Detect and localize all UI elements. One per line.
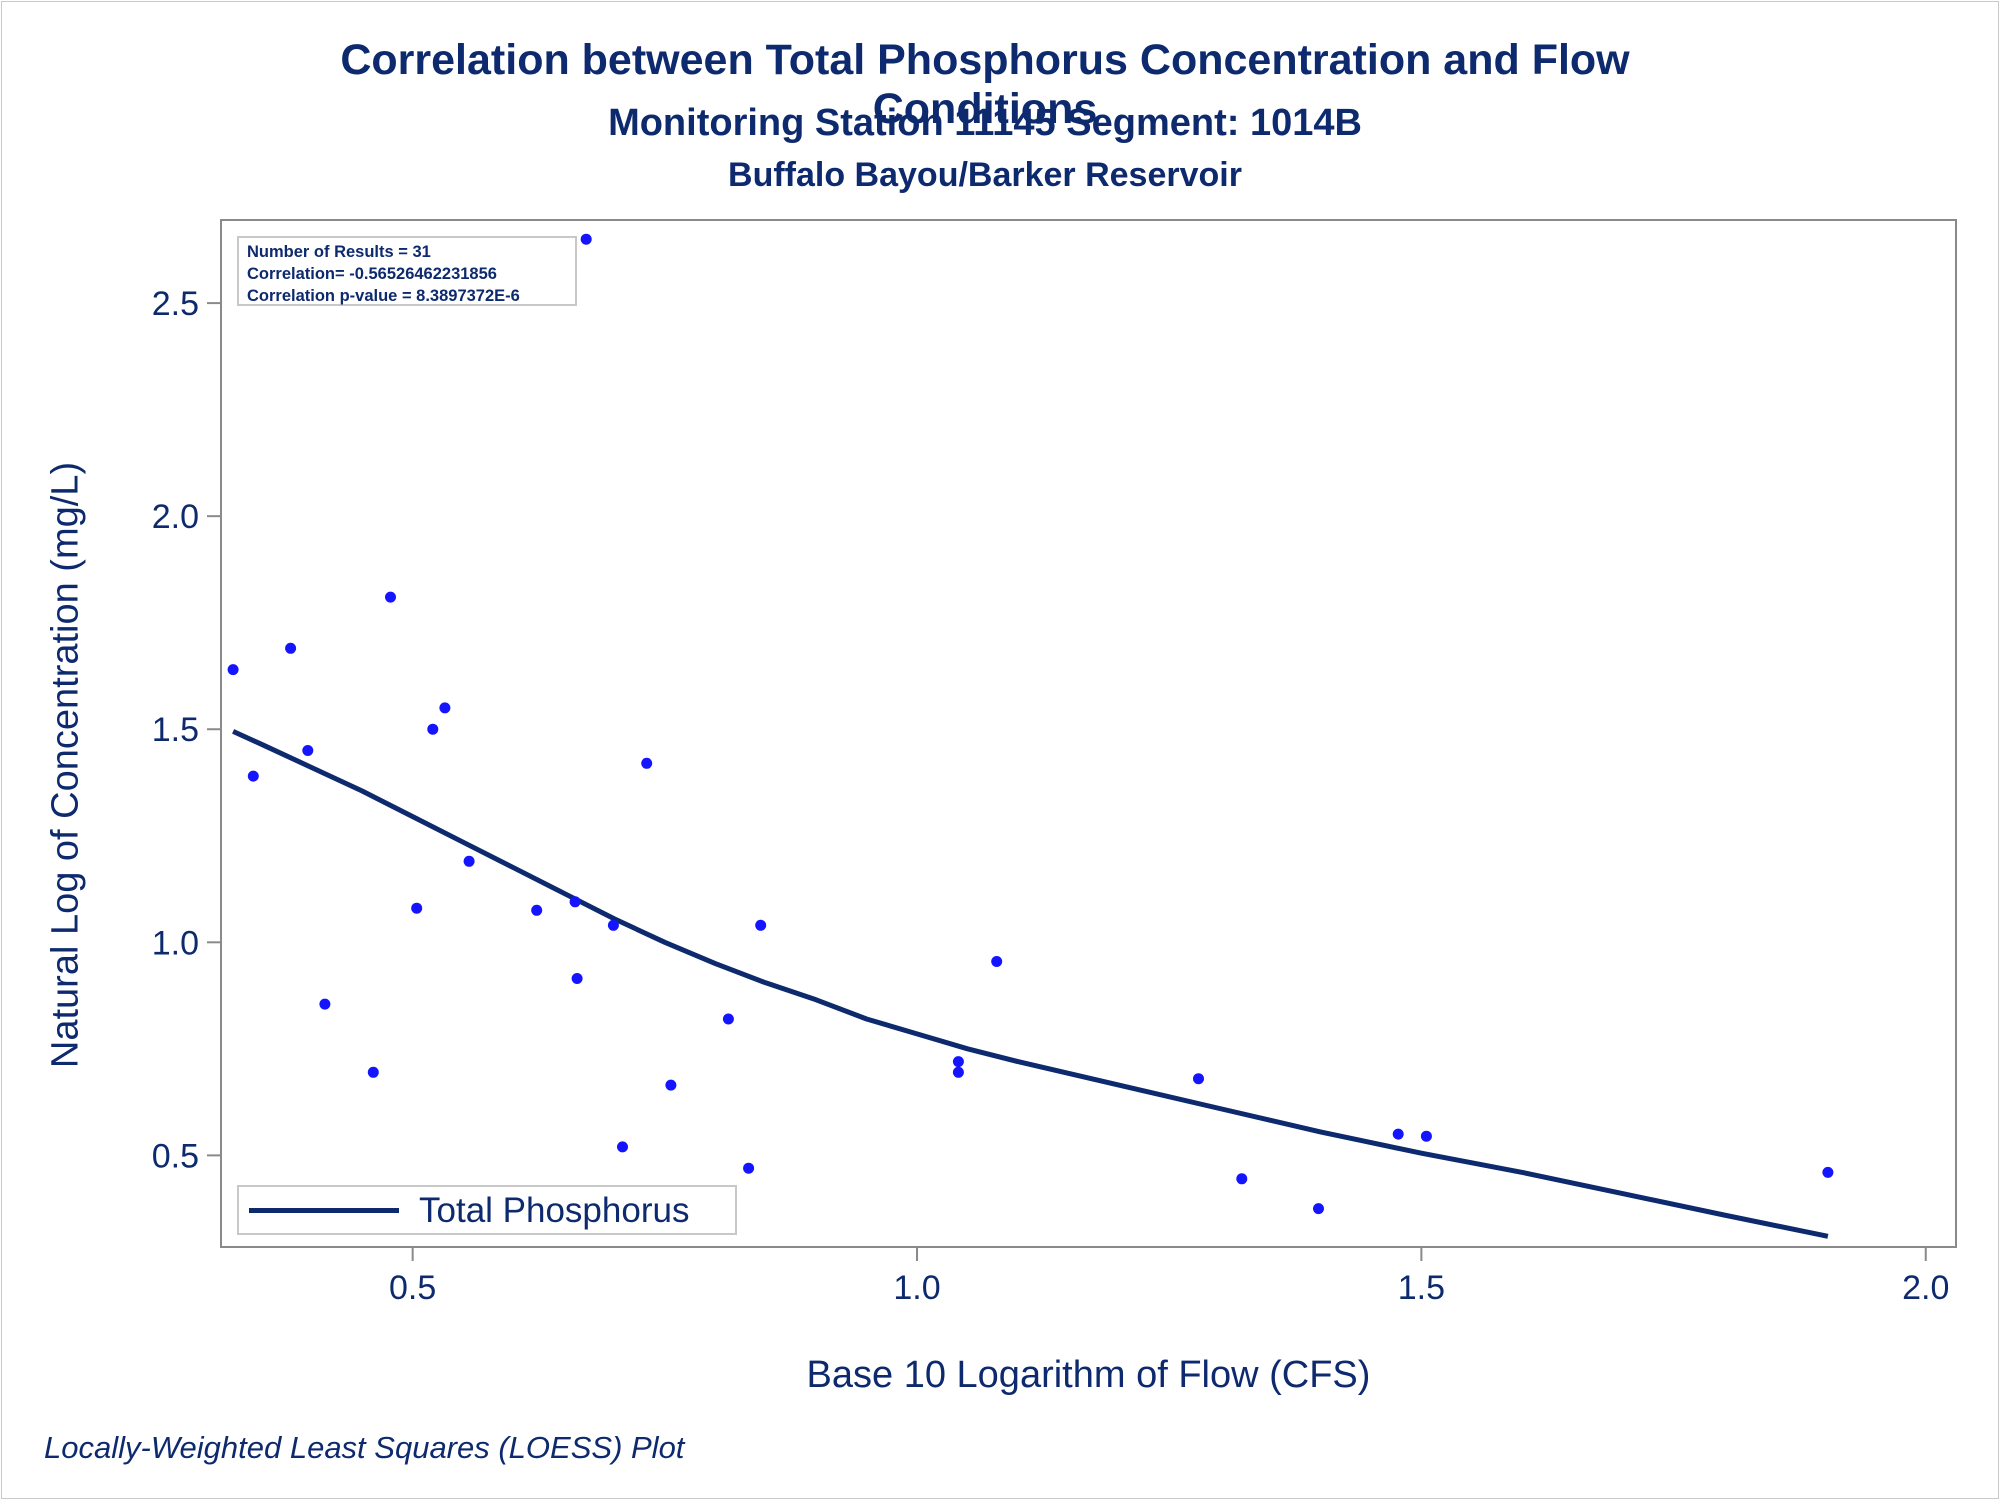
- data-point: [1822, 1166, 1834, 1178]
- chart-subtitle-location: Buffalo Bayou/Barker Reservoir: [728, 156, 1242, 194]
- legend-line-swatch: [249, 1208, 399, 1213]
- y-tick-label: 0.5: [152, 1137, 199, 1175]
- loess-line: [232, 729, 1829, 1239]
- plot-area-border: [220, 219, 1957, 1248]
- y-tick-label: 1.5: [152, 711, 199, 749]
- x-tick-label: 0.5: [389, 1269, 436, 1307]
- y-tick-label: 2.5: [152, 285, 199, 323]
- data-point: [952, 1066, 964, 1078]
- data-point: [385, 591, 396, 603]
- data-point: [1420, 1130, 1432, 1142]
- data-point: [952, 1056, 964, 1068]
- legend-label: Total Phosphorus: [419, 1191, 690, 1230]
- data-point: [227, 664, 239, 676]
- stats-pvalue: Correlation p-value = 8.3897372E-6: [247, 287, 520, 305]
- x-tick-label: 1.5: [1398, 1269, 1445, 1307]
- y-tick-label: 1.0: [152, 924, 199, 962]
- footnote: Locally-Weighted Least Squares (LOESS) P…: [44, 1430, 685, 1465]
- data-point: [285, 642, 297, 654]
- data-point: [411, 902, 423, 914]
- data-point: [755, 919, 767, 931]
- stats-correlation: Correlation= -0.56526462231856: [247, 265, 497, 283]
- data-point: [722, 1013, 734, 1025]
- data-point: [439, 702, 451, 714]
- data-point: [367, 1066, 379, 1078]
- x-tick-label: 2.0: [1902, 1269, 1949, 1307]
- data-point: [531, 904, 543, 916]
- x-tick-label: 1.0: [893, 1269, 940, 1307]
- data-point: [743, 1162, 755, 1174]
- data-point: [1236, 1173, 1248, 1185]
- data-point: [569, 896, 581, 908]
- data-point: [641, 757, 653, 769]
- data-point: [617, 1141, 628, 1153]
- y-axis-label: Natural Log of Concentration (mg/L): [44, 461, 87, 1069]
- data-point: [1392, 1128, 1404, 1140]
- stats-count: Number of Results = 31: [247, 243, 431, 261]
- chart-subtitle-station: Monitoring Station 11145 Segment: 1014B: [608, 102, 1362, 144]
- data-point: [665, 1079, 677, 1091]
- data-point: [580, 233, 592, 245]
- data-point: [463, 855, 475, 867]
- chart-title: Correlation between Total Phosphorus Con…: [340, 36, 1630, 133]
- x-axis-label: Base 10 Logarithm of Flow (CFS): [806, 1354, 1371, 1396]
- statistics-box: Number of Results = 31 Correlation= -0.5…: [237, 236, 577, 306]
- data-point: [319, 998, 331, 1010]
- data-point: [1193, 1073, 1204, 1085]
- data-point: [247, 770, 259, 782]
- data-point: [1313, 1203, 1324, 1215]
- data-point: [607, 919, 619, 931]
- data-point: [302, 745, 314, 756]
- data-point: [991, 956, 1003, 967]
- legend: Total Phosphorus: [237, 1185, 737, 1235]
- y-tick-label: 2.0: [152, 498, 199, 536]
- data-point: [571, 973, 583, 984]
- data-point: [427, 723, 439, 735]
